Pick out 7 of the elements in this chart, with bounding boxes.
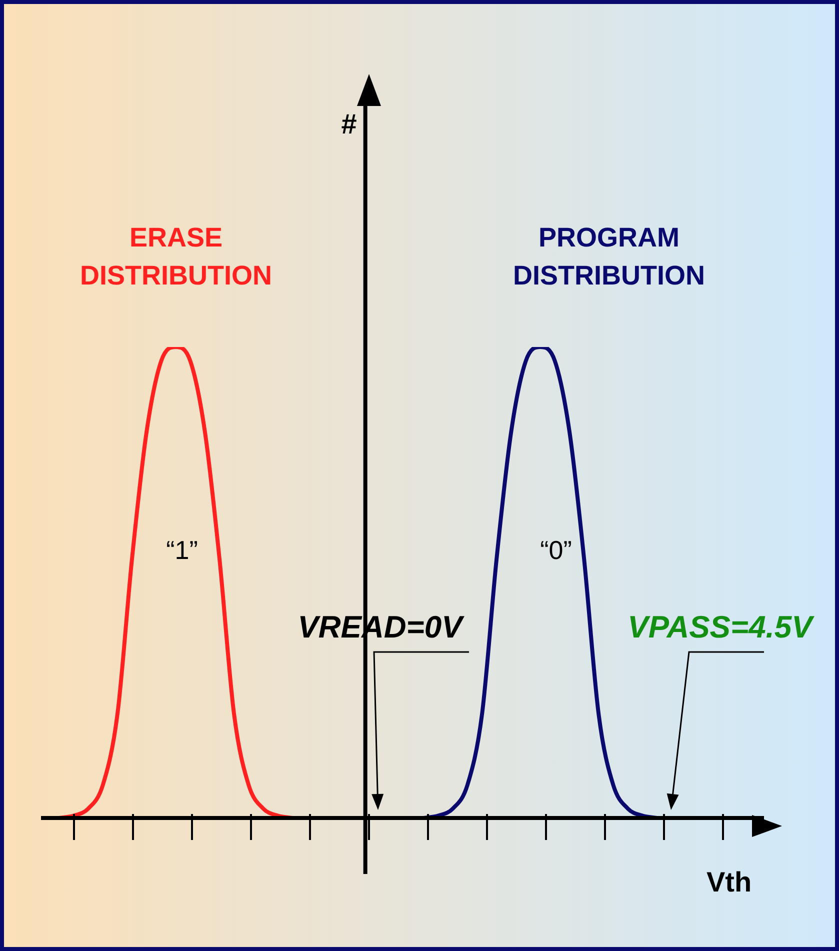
text: #: [341, 108, 358, 140]
annotation: “1”: [166, 535, 198, 566]
text: PROGRAM DISTRIBUTION: [513, 222, 705, 290]
annotation: VPASS=4.5V: [628, 610, 815, 645]
x-axis-title: Vth: [706, 866, 752, 898]
text: ERASE DISTRIBUTION: [80, 222, 272, 290]
annotation: “0”: [540, 535, 572, 566]
